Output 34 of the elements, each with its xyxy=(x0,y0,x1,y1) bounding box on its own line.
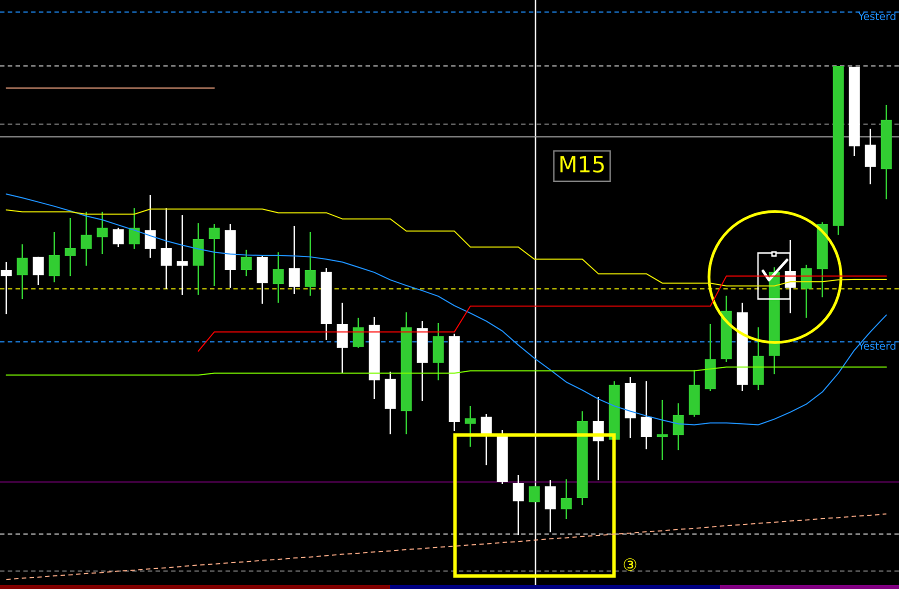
candlestick xyxy=(528,486,540,503)
candlestick xyxy=(512,474,524,536)
candlestick xyxy=(80,211,92,266)
candlestick xyxy=(176,214,188,296)
candlestick xyxy=(240,249,252,277)
ref-line-label: Yesterd xyxy=(858,342,896,350)
ref-line-label: Yesterd xyxy=(858,12,896,20)
candlestick xyxy=(464,405,476,448)
candlestick xyxy=(352,317,364,349)
candlestick xyxy=(272,251,284,304)
candlestick xyxy=(64,217,76,277)
candlestick xyxy=(336,302,348,374)
annotation: M15 xyxy=(560,156,604,173)
candlestick xyxy=(544,479,556,533)
candlestick xyxy=(48,231,60,283)
candlestick xyxy=(656,399,668,461)
candlestick xyxy=(128,207,140,250)
candlestick xyxy=(160,207,172,290)
candlestick xyxy=(288,225,300,295)
candlestick xyxy=(0,261,12,315)
text: ③ xyxy=(624,558,636,571)
candlestick xyxy=(32,256,44,286)
candlestick xyxy=(144,194,156,259)
candlestick xyxy=(864,128,876,185)
candlestick xyxy=(304,231,316,296)
candlestick xyxy=(672,402,684,451)
candlestick xyxy=(640,380,652,450)
candlestick xyxy=(96,211,108,255)
candlestick xyxy=(800,264,812,319)
candlestick xyxy=(16,244,28,300)
candlestick xyxy=(112,227,124,248)
candlestick xyxy=(560,478,572,520)
candlestick xyxy=(480,413,492,466)
candlestick xyxy=(208,223,220,287)
